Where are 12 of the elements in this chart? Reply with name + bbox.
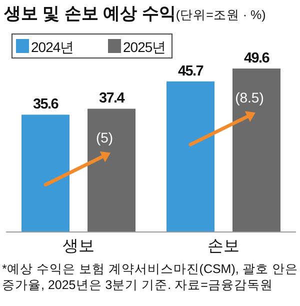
- annotation: (5): [96, 130, 114, 146]
- data-label: 49.6: [244, 50, 270, 67]
- title: 생보 및 손보 예상 수익(단위=조원 · %): [4, 4, 266, 23]
- text: *예상 수익은 보험 계약서비스마진(CSM), 괄호 안은 증가율, 2025년은 3분기 기준. 자료=금융감독원: [2, 261, 298, 293]
- data-label: 37.4: [98, 90, 125, 107]
- data-label: 35.6: [32, 96, 59, 113]
- data-label: 45.7: [178, 63, 204, 80]
- x-tick-label: 손보: [208, 238, 240, 255]
- annotation: (8.5): [235, 90, 264, 106]
- x-tick-label: 생보: [62, 238, 94, 255]
- legend-label: 2025년: [123, 39, 166, 55]
- legend-label: 2024년: [31, 39, 74, 55]
